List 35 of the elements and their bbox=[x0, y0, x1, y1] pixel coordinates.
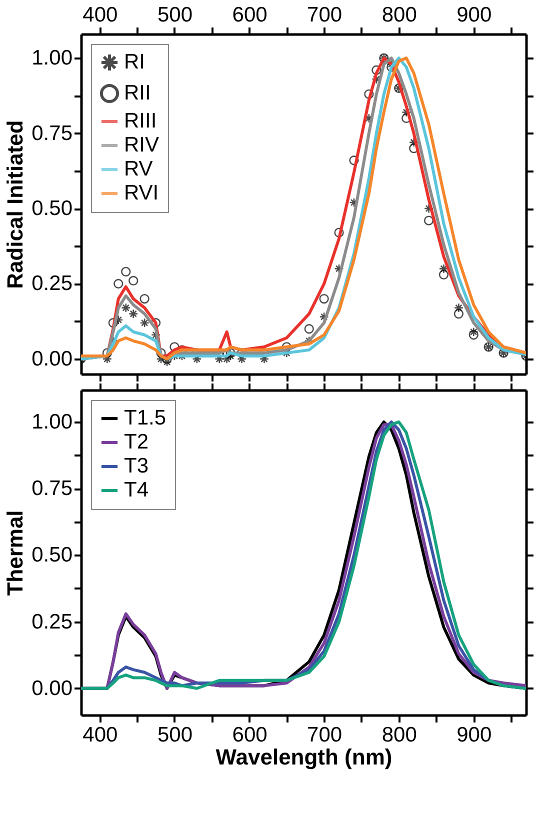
x2-tick-label: 800 bbox=[382, 4, 417, 26]
x2-tick-label: 900 bbox=[456, 4, 492, 26]
x2-tick-label: 400 bbox=[82, 4, 118, 26]
y-axis-title: Thermal bbox=[2, 510, 28, 596]
legend-label: T3 bbox=[124, 454, 149, 478]
x-tick-label: 400 bbox=[82, 724, 118, 746]
y-tick-label: 1.00 bbox=[32, 410, 72, 434]
y-tick-label: 0.75 bbox=[32, 122, 72, 145]
legend-label: RIII bbox=[124, 110, 157, 132]
legend-label: T1.5 bbox=[124, 406, 166, 430]
legend-label: RVI bbox=[124, 182, 159, 204]
y-tick-label: 0.25 bbox=[32, 272, 72, 296]
x-tick-label: 700 bbox=[307, 724, 342, 746]
x-axis-title: Wavelength (nm) bbox=[216, 744, 392, 770]
y-tick-label: 1.00 bbox=[32, 46, 72, 70]
legend-label: RI bbox=[124, 50, 145, 74]
y-tick-label: 0.75 bbox=[32, 477, 72, 500]
x2-tick-label: 500 bbox=[157, 4, 193, 26]
y-axis-title: Radical Initiated bbox=[2, 120, 28, 289]
x-tick-label: 600 bbox=[232, 724, 268, 746]
x-tick-label: 800 bbox=[382, 724, 417, 746]
x2-tick-label: 700 bbox=[307, 4, 342, 26]
legend-label: RV bbox=[124, 158, 153, 180]
x-tick-label: 500 bbox=[157, 724, 193, 746]
legend-label: RIV bbox=[124, 134, 160, 156]
legend-label: RII bbox=[124, 82, 151, 104]
legend-label: T4 bbox=[124, 478, 149, 502]
y-tick-label: 0.25 bbox=[32, 610, 72, 634]
x2-tick-label: 600 bbox=[232, 4, 268, 26]
y-tick-label: 0.50 bbox=[32, 197, 72, 220]
legend-label: T2 bbox=[124, 430, 149, 454]
y-tick-label: 0.50 bbox=[32, 544, 72, 567]
y-tick-label: 0.00 bbox=[32, 676, 72, 700]
y-tick-label: 0.00 bbox=[32, 347, 72, 370]
x-tick-label: 900 bbox=[456, 724, 492, 746]
